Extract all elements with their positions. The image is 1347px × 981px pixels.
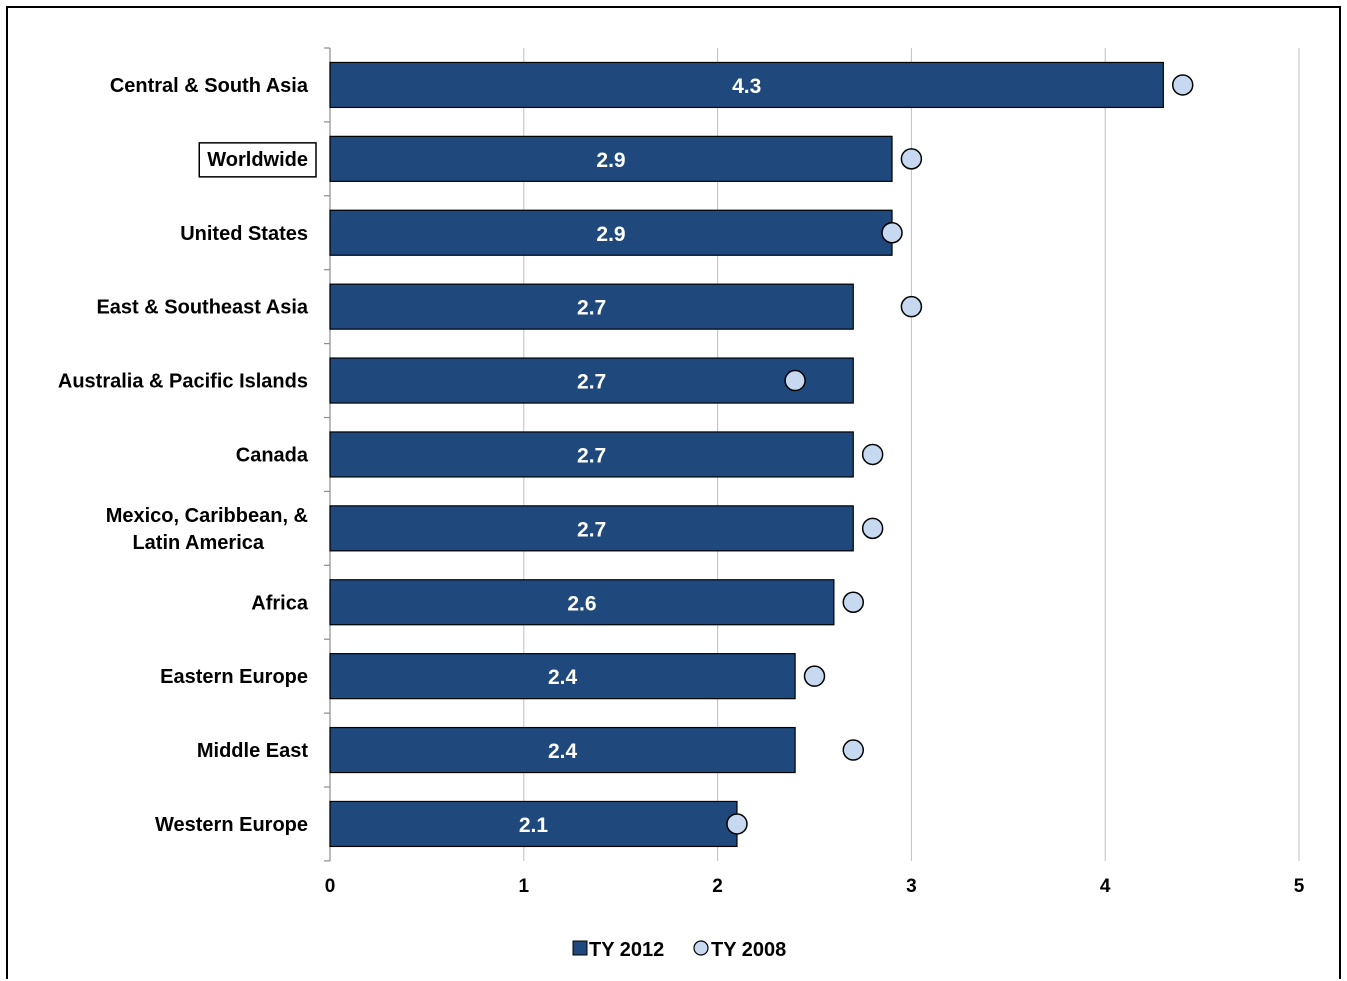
x-tick-label: 5 xyxy=(1294,876,1305,897)
legend: TY 2012 TY 2008 xyxy=(572,939,786,961)
bar-ty2012 xyxy=(329,61,1164,109)
category-label: East & Southeast Asia xyxy=(96,297,308,319)
marker-ty2008 xyxy=(900,295,923,318)
markers-ty2008 xyxy=(726,74,1194,835)
category-labels: Central & South Asia Worldwide United Stat… xyxy=(58,75,317,836)
bar-data-label: 2.4 xyxy=(548,740,578,763)
bar-ty2012 xyxy=(329,579,835,626)
bar-ty2012 xyxy=(329,505,854,552)
category-label: Worldwide xyxy=(207,149,308,171)
bar-data-label: 2.7 xyxy=(577,518,606,541)
marker-ty2008 xyxy=(803,665,826,687)
bar-ty2012 xyxy=(329,135,893,182)
marker-ty2008 xyxy=(1171,74,1194,96)
legend-swatch-ty2012 xyxy=(572,940,588,956)
marker-ty2008 xyxy=(881,222,903,244)
x-tick-label: 0 xyxy=(325,876,336,897)
legend-swatch-ty2008 xyxy=(693,940,709,956)
bar-data-label: 2.6 xyxy=(567,592,596,615)
category-label: Canada xyxy=(236,444,309,466)
bar-data-label: 2.4 xyxy=(548,666,578,689)
marker-ty2008 xyxy=(842,739,865,761)
bar-ty2012 xyxy=(329,431,854,478)
x-tick-label: 1 xyxy=(519,876,530,897)
category-label: Middle East xyxy=(197,740,308,762)
marker-ty2008 xyxy=(900,148,923,170)
category-label: Western Europe xyxy=(155,814,308,836)
category-label: Eastern Europe xyxy=(160,666,308,688)
bars-ty2012: 4.3 2.9 2.9 2.7 2.7 2.7 2.7 2.6 2.4 2.4 2.1 xyxy=(329,61,1164,848)
category-label: Australia & Pacific Islands xyxy=(58,371,308,393)
bar-ty2012 xyxy=(329,209,893,256)
bar-ty2012 xyxy=(329,726,796,774)
highlight-box xyxy=(198,142,317,178)
bar-ty2012 xyxy=(329,357,854,404)
marker-ty2008 xyxy=(861,517,884,540)
category-label: Mexico, Caribbean, & Latin America xyxy=(106,505,308,554)
chart-frame: 4.3 2.9 2.9 2.7 2.7 2.7 2.7 2.6 2.4 2.4 2.1 Centra… xyxy=(6,6,1341,979)
chart-svg: 4.3 2.9 2.9 2.7 2.7 2.7 2.7 2.6 2.4 2.4 2.1 Centra… xyxy=(58,47,1305,961)
bar-ty2012 xyxy=(329,653,796,700)
x-tick-label: 2 xyxy=(712,876,723,897)
legend-label-ty2008: TY 2008 xyxy=(711,939,786,961)
bar-data-label: 4.3 xyxy=(732,75,761,98)
y-axis xyxy=(324,47,331,862)
bar-data-label: 2.7 xyxy=(577,297,606,320)
bar-data-label: 2.7 xyxy=(577,444,606,467)
x-tick-label: 4 xyxy=(1100,876,1111,897)
marker-ty2008 xyxy=(726,813,748,835)
x-tick-label: 3 xyxy=(906,876,917,897)
bar-data-label: 2.7 xyxy=(577,371,606,394)
bar-data-label: 2.1 xyxy=(519,814,549,837)
marker-ty2008 xyxy=(784,369,806,392)
gridlines xyxy=(523,48,1300,861)
legend-label-ty2012: TY 2012 xyxy=(589,939,664,961)
category-label: United States xyxy=(180,223,308,245)
category-label: Central & South Asia xyxy=(110,75,309,97)
bar-data-label: 2.9 xyxy=(596,223,625,246)
x-axis-tick-labels: 0 1 2 3 4 5 xyxy=(325,876,1305,897)
marker-ty2008 xyxy=(861,443,884,466)
bar-ty2012 xyxy=(329,283,854,330)
marker-ty2008 xyxy=(842,591,865,613)
category-label: Africa xyxy=(251,592,309,614)
bar-data-label: 2.9 xyxy=(596,149,625,172)
